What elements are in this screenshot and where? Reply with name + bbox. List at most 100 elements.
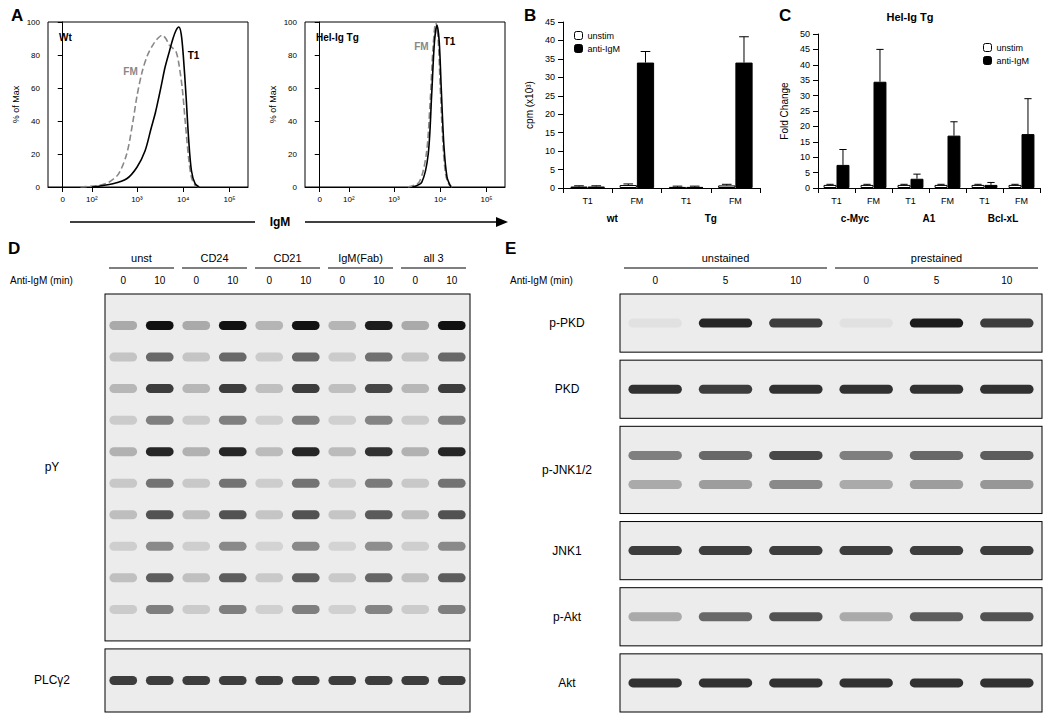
svg-text:0: 0 [339,275,345,286]
svg-text:20: 20 [31,150,40,159]
svg-text:FM: FM [1015,196,1028,206]
svg-text:40: 40 [288,117,297,126]
svg-text:CD24: CD24 [200,252,228,264]
svg-text:0: 0 [61,195,66,204]
svg-text:10³: 10³ [131,195,143,204]
svg-text:5: 5 [723,275,729,286]
svg-text:C: C [779,6,791,25]
svg-text:30: 30 [800,91,810,101]
svg-text:cpm (x10³): cpm (x10³) [524,81,535,129]
svg-text:T1: T1 [831,196,842,206]
svg-text:Bcl-xL: Bcl-xL [988,213,1019,224]
svg-text:20: 20 [288,150,297,159]
svg-text:35: 35 [800,75,810,85]
svg-text:A: A [11,6,23,25]
svg-text:0: 0 [412,275,418,286]
svg-text:p-PKD: p-PKD [549,316,585,330]
svg-text:Akt: Akt [558,676,576,690]
svg-text:p-Akt: p-Akt [553,610,582,624]
svg-text:10²: 10² [343,195,355,204]
svg-text:FM: FM [729,196,742,206]
svg-text:10⁴: 10⁴ [434,195,447,204]
svg-text:PKD: PKD [555,382,580,396]
svg-text:Anti-IgM (min): Anti-IgM (min) [10,275,73,286]
svg-text:CD21: CD21 [273,252,301,264]
svg-text:60: 60 [31,84,40,93]
svg-text:30: 30 [545,72,555,82]
svg-text:10⁴: 10⁴ [177,195,190,204]
svg-text:0: 0 [318,195,323,204]
svg-text:E: E [505,239,516,258]
svg-text:anti-IgM: anti-IgM [588,44,621,54]
svg-text:FM: FM [630,196,643,206]
svg-text:PLCγ2: PLCγ2 [34,673,70,687]
svg-text:prestained: prestained [911,252,962,264]
svg-text:100: 100 [27,18,41,27]
svg-text:pY: pY [45,460,60,474]
svg-text:0: 0 [863,275,869,286]
svg-text:anti-IgM: anti-IgM [996,56,1029,66]
svg-text:0: 0 [652,275,658,286]
svg-text:% of Max: % of Max [11,85,21,123]
svg-text:T1: T1 [979,196,990,206]
svg-text:25: 25 [545,91,555,101]
svg-text:wt: wt [606,213,619,224]
svg-text:10: 10 [545,146,555,156]
svg-text:50: 50 [800,29,810,39]
svg-text:all 3: all 3 [423,252,443,264]
svg-text:20: 20 [545,109,555,119]
svg-text:15: 15 [800,137,810,147]
svg-text:10²: 10² [86,195,98,204]
svg-text:25: 25 [800,106,810,116]
svg-text:Tg: Tg [705,213,717,224]
svg-text:unstim: unstim [588,31,615,41]
svg-text:0: 0 [193,275,199,286]
svg-text:IgM(Fab): IgM(Fab) [338,252,383,264]
svg-text:p-JNK1/2: p-JNK1/2 [542,463,592,477]
svg-text:5: 5 [550,165,555,175]
svg-text:10: 10 [1001,275,1013,286]
svg-text:10³: 10³ [388,195,400,204]
svg-text:10⁵: 10⁵ [480,195,492,204]
svg-text:35: 35 [545,54,555,64]
svg-text:unstim: unstim [996,43,1023,53]
svg-text:40: 40 [545,35,555,45]
svg-text:FM: FM [941,196,954,206]
svg-text:15: 15 [545,128,555,138]
svg-text:40: 40 [800,60,810,70]
svg-text:0: 0 [120,275,126,286]
svg-text:unst: unst [131,252,152,264]
svg-text:0: 0 [266,275,272,286]
svg-text:T1: T1 [582,196,593,206]
svg-text:T1: T1 [905,196,916,206]
svg-text:40: 40 [31,117,40,126]
svg-text:FM: FM [867,196,880,206]
svg-text:80: 80 [31,51,40,60]
svg-text:10⁵: 10⁵ [223,195,235,204]
svg-text:20: 20 [800,121,810,131]
svg-text:10: 10 [227,275,239,286]
svg-text:5: 5 [934,275,940,286]
svg-text:5: 5 [805,168,810,178]
svg-text:0: 0 [805,183,810,193]
svg-text:Wt: Wt [59,32,72,43]
svg-text:Anti-IgM (min): Anti-IgM (min) [510,275,573,286]
svg-text:45: 45 [800,44,810,54]
svg-text:Hel-Ig Tg: Hel-Ig Tg [316,32,359,43]
svg-text:60: 60 [288,84,297,93]
svg-text:B: B [524,6,536,25]
svg-text:0: 0 [293,183,298,192]
svg-text:Hel-Ig Tg: Hel-Ig Tg [886,11,933,23]
svg-text:c-Myc: c-Myc [841,213,870,224]
svg-text:unstained: unstained [702,252,750,264]
svg-text:JNK1: JNK1 [552,544,582,558]
svg-text:T1: T1 [444,36,456,47]
svg-text:100: 100 [284,18,298,27]
svg-text:10: 10 [446,275,458,286]
svg-text:45: 45 [545,17,555,27]
svg-text:Fold Change: Fold Change [779,82,790,140]
svg-text:T1: T1 [188,50,200,61]
svg-text:% of Max: % of Max [268,85,278,123]
svg-text:IgM: IgM [270,215,291,229]
svg-text:FM: FM [414,41,428,52]
